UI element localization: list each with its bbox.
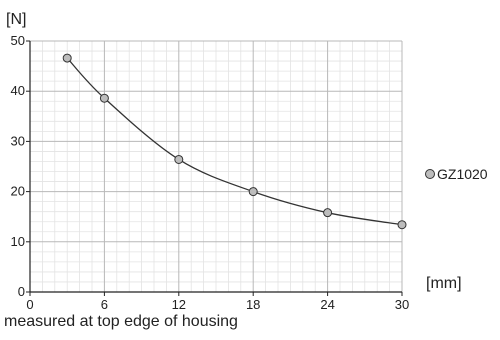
x-tick-label: 18 — [246, 297, 260, 312]
x-tick-label: 6 — [101, 297, 108, 312]
data-point — [323, 208, 333, 218]
data-point — [174, 154, 184, 164]
data-point — [62, 53, 72, 63]
y-axis-label: [N] — [6, 11, 26, 28]
y-tick-label: 50 — [11, 33, 25, 48]
x-tick-label: 30 — [395, 297, 409, 312]
x-axis-label: [mm] — [426, 275, 462, 292]
x-tick-label: 12 — [172, 297, 186, 312]
y-tick-label: 20 — [11, 184, 25, 199]
y-tick-label: 0 — [18, 284, 25, 299]
data-point — [397, 220, 407, 230]
legend-label: GZ1020 — [437, 166, 488, 182]
ticks-layer: 0 6 12 18 24 30 0 10 20 30 40 50 — [11, 33, 410, 312]
axes-layer — [29, 41, 402, 293]
measurement-note: measured at top edge of housing — [4, 313, 238, 330]
x-tick-label: 0 — [26, 297, 33, 312]
legend-marker — [425, 169, 435, 179]
series-layer — [62, 53, 407, 230]
data-point — [248, 187, 258, 197]
y-tick-label: 40 — [11, 83, 25, 98]
grid-layer — [29, 40, 403, 293]
data-point — [99, 93, 109, 103]
y-tick-label: 30 — [11, 133, 25, 148]
x-tick-label: 24 — [320, 297, 334, 312]
y-tick-label: 10 — [11, 234, 25, 249]
legend: GZ1020 — [425, 166, 488, 182]
